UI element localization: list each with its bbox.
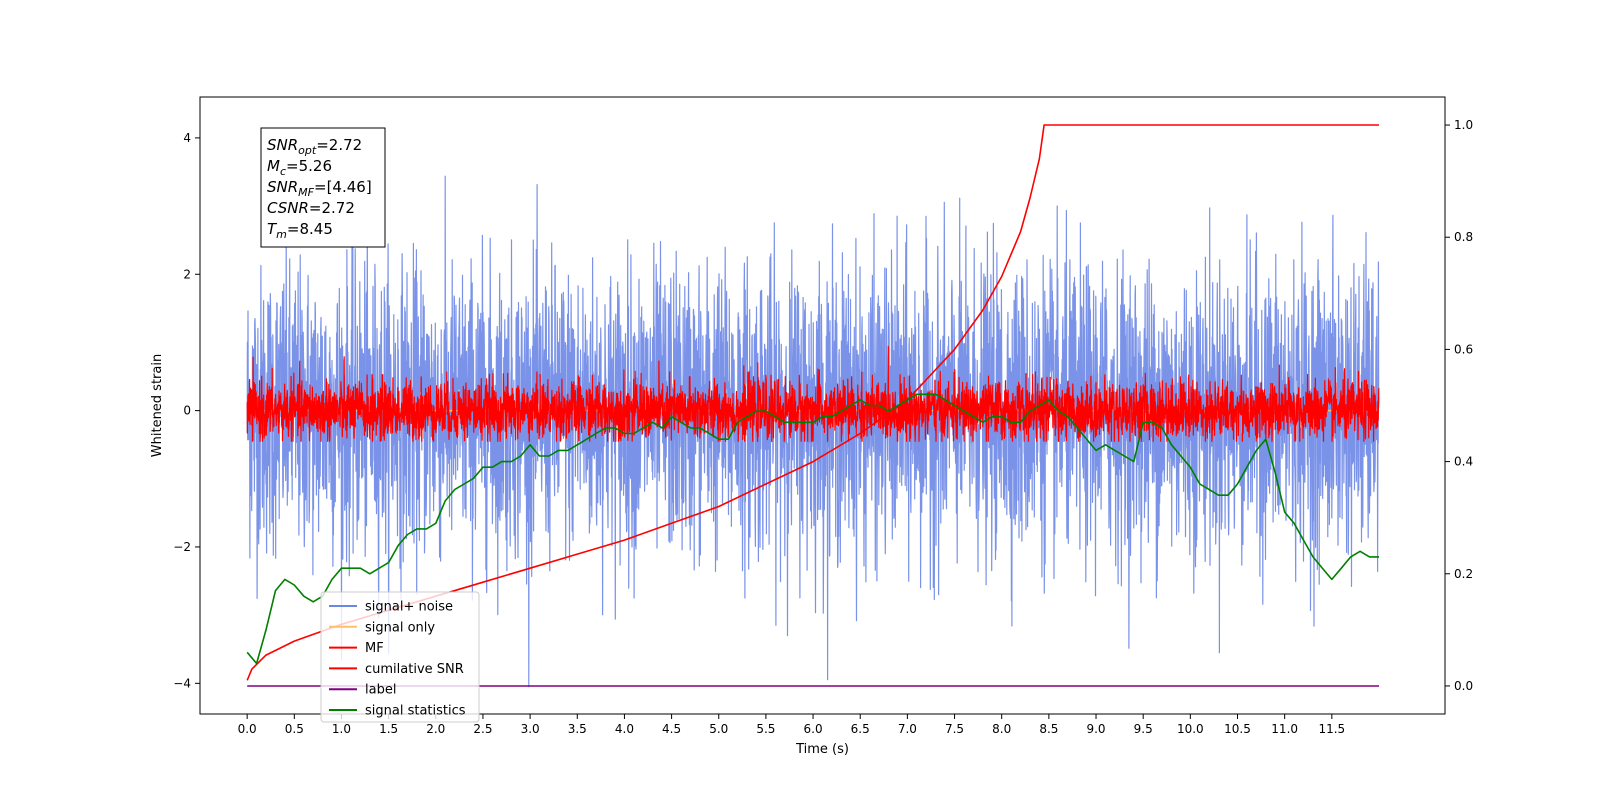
y-right-tick-label: 0.6 bbox=[1454, 342, 1473, 356]
y-right-tick-label: 0.8 bbox=[1454, 230, 1473, 244]
x-tick-label: 4.5 bbox=[662, 722, 681, 736]
y-right-tick-label: 1.0 bbox=[1454, 118, 1473, 132]
x-tick-label: 3.5 bbox=[568, 722, 587, 736]
x-tick-label: 6.5 bbox=[851, 722, 870, 736]
y-left-tick-label: 0 bbox=[183, 404, 191, 418]
x-tick-label: 9.0 bbox=[1086, 722, 1105, 736]
y-right-tick-label: 0.2 bbox=[1454, 567, 1473, 581]
y-left-tick-label: 4 bbox=[183, 131, 191, 145]
y-left-tick-label: 2 bbox=[183, 267, 191, 281]
x-tick-label: 2.5 bbox=[473, 722, 492, 736]
x-tick-label: 1.5 bbox=[379, 722, 398, 736]
x-tick-label: 6.0 bbox=[804, 722, 823, 736]
y-right-tick-label: 0.0 bbox=[1454, 679, 1473, 693]
annotation-box bbox=[260, 127, 386, 248]
legend-entry: signal statistics bbox=[365, 704, 466, 719]
x-tick-label: 8.5 bbox=[1039, 722, 1058, 736]
legend-entry: MF bbox=[365, 641, 384, 656]
legend-entry: signal only bbox=[365, 620, 435, 635]
x-tick-label: 9.5 bbox=[1134, 722, 1153, 736]
annotation-line: SNRMF=[4.46] bbox=[267, 178, 372, 199]
x-tick-label: 7.0 bbox=[898, 722, 917, 736]
x-tick-label: 8.0 bbox=[992, 722, 1011, 736]
annotation-line: Mc=5.26 bbox=[267, 157, 332, 178]
x-axis-label: Time (s) bbox=[795, 742, 849, 757]
x-tick-label: 10.5 bbox=[1224, 722, 1251, 736]
x-tick-label: 11.5 bbox=[1318, 722, 1345, 736]
x-tick-label: 11.0 bbox=[1271, 722, 1298, 736]
y-left-tick-label: −2 bbox=[173, 540, 191, 554]
y-left-tick-label: −4 bbox=[173, 676, 191, 690]
y-axis-label: Whitened strain bbox=[150, 354, 165, 457]
legend-entry: cumilative SNR bbox=[365, 662, 464, 677]
series-signal-statistics bbox=[246, 393, 1379, 665]
x-tick-label: 10.0 bbox=[1177, 722, 1204, 736]
x-tick-label: 3.0 bbox=[521, 722, 540, 736]
annotation-line: CSNR=2.72 bbox=[267, 199, 355, 217]
annotation-line: SNRopt=2.72 bbox=[267, 136, 362, 157]
legend-box bbox=[320, 591, 480, 723]
plot-frame bbox=[199, 96, 1446, 715]
x-tick-label: 4.0 bbox=[615, 722, 634, 736]
x-tick-label: 5.0 bbox=[709, 722, 728, 736]
legend-entry: signal+ noise bbox=[365, 600, 453, 615]
y-right-tick-label: 0.4 bbox=[1454, 455, 1473, 469]
series-mf bbox=[246, 345, 1380, 442]
x-tick-label: 0.5 bbox=[285, 722, 304, 736]
x-tick-label: 0.0 bbox=[238, 722, 257, 736]
x-tick-label: 7.5 bbox=[945, 722, 964, 736]
x-tick-label: 2.0 bbox=[426, 722, 445, 736]
x-tick-label: 1.0 bbox=[332, 722, 351, 736]
annotation-line: Tm=8.45 bbox=[267, 220, 333, 241]
legend-entry: label bbox=[365, 683, 396, 698]
x-tick-label: 5.5 bbox=[756, 722, 775, 736]
